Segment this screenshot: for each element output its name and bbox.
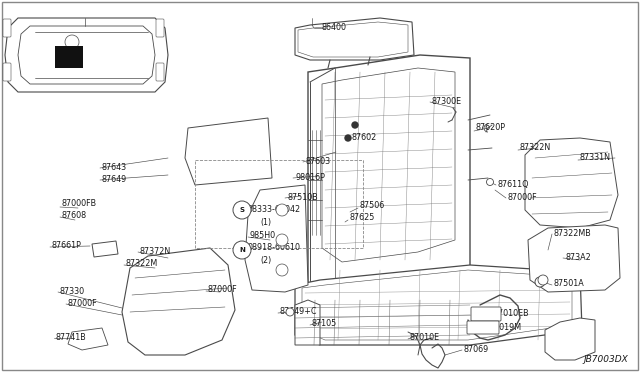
Polygon shape	[68, 328, 108, 350]
Text: 87741B: 87741B	[56, 334, 87, 343]
Text: 87000F: 87000F	[208, 285, 237, 295]
Text: 87000F: 87000F	[508, 193, 538, 202]
Text: 87611Q: 87611Q	[498, 180, 529, 189]
Text: 87105: 87105	[312, 320, 337, 328]
Text: 87649: 87649	[102, 176, 127, 185]
FancyBboxPatch shape	[156, 19, 164, 37]
Circle shape	[276, 204, 288, 216]
FancyBboxPatch shape	[467, 321, 499, 334]
Circle shape	[65, 35, 79, 49]
Text: 08918-60610: 08918-60610	[248, 244, 301, 253]
Text: 87643: 87643	[102, 164, 127, 173]
Polygon shape	[308, 55, 470, 305]
Text: 87625: 87625	[350, 214, 376, 222]
Text: 87372N: 87372N	[140, 247, 172, 257]
Text: 87010E: 87010E	[410, 334, 440, 343]
FancyBboxPatch shape	[156, 63, 164, 81]
Text: 87649+C: 87649+C	[280, 308, 317, 317]
Text: 87501A: 87501A	[554, 279, 585, 289]
FancyBboxPatch shape	[3, 19, 11, 37]
Text: 87010EB: 87010EB	[494, 310, 530, 318]
Text: 985H0: 985H0	[250, 231, 276, 241]
Circle shape	[535, 277, 545, 287]
Polygon shape	[18, 26, 155, 84]
Text: (1): (1)	[260, 218, 271, 227]
Text: 87000FB: 87000FB	[62, 199, 97, 208]
Text: 87069: 87069	[464, 346, 489, 355]
Circle shape	[345, 135, 351, 141]
Bar	[55, 46, 83, 68]
Bar	[195, 160, 363, 248]
Polygon shape	[5, 18, 168, 92]
Text: 87322MB: 87322MB	[554, 230, 592, 238]
Text: 87330: 87330	[60, 288, 85, 296]
Text: 87506: 87506	[360, 202, 385, 211]
Polygon shape	[322, 68, 455, 262]
Circle shape	[538, 275, 548, 285]
Text: 87620P: 87620P	[476, 124, 506, 132]
Text: S: S	[239, 207, 244, 213]
Circle shape	[486, 179, 493, 186]
Circle shape	[233, 241, 251, 259]
Text: 87322M: 87322M	[126, 260, 158, 269]
Text: 87603: 87603	[305, 157, 330, 167]
Polygon shape	[245, 185, 308, 292]
Text: 87510B: 87510B	[287, 193, 317, 202]
Text: N: N	[239, 247, 245, 253]
Text: 87602: 87602	[352, 134, 377, 142]
Text: 87608: 87608	[62, 212, 87, 221]
Text: (2): (2)	[260, 256, 271, 264]
Text: 87300E: 87300E	[431, 97, 461, 106]
Circle shape	[276, 264, 288, 276]
FancyBboxPatch shape	[471, 307, 501, 321]
Text: JB7003DX: JB7003DX	[583, 355, 628, 364]
Text: 87322N: 87322N	[520, 144, 551, 153]
Polygon shape	[298, 22, 408, 57]
Text: 98016P: 98016P	[295, 173, 325, 183]
Polygon shape	[185, 118, 272, 185]
Circle shape	[276, 234, 288, 246]
Text: 08333-62042: 08333-62042	[248, 205, 301, 215]
Polygon shape	[302, 270, 572, 340]
Polygon shape	[525, 138, 618, 228]
Polygon shape	[295, 265, 582, 345]
Text: 87331N: 87331N	[580, 154, 611, 163]
Text: 86400: 86400	[322, 23, 347, 32]
Polygon shape	[545, 318, 595, 360]
Polygon shape	[295, 18, 414, 60]
Circle shape	[233, 201, 251, 219]
Polygon shape	[92, 241, 118, 257]
Polygon shape	[295, 300, 320, 345]
Text: 87000F: 87000F	[68, 299, 98, 308]
Text: 87661P: 87661P	[52, 241, 82, 250]
Text: 873A2: 873A2	[565, 253, 591, 263]
Polygon shape	[122, 248, 235, 355]
Circle shape	[286, 308, 294, 316]
Polygon shape	[528, 225, 620, 292]
Text: 87019M: 87019M	[490, 324, 522, 333]
FancyBboxPatch shape	[3, 63, 11, 81]
Circle shape	[352, 122, 358, 128]
